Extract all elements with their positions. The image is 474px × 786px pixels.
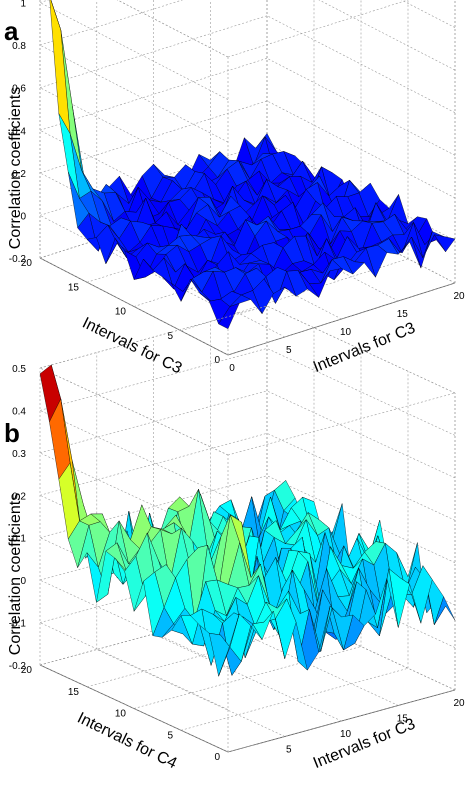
- x-tick-label: 0: [229, 363, 235, 374]
- y-tick-label: 20: [21, 665, 33, 676]
- top-front-edge: [227, 392, 456, 456]
- x-tick-label: 10: [340, 729, 352, 740]
- panel-b-z-axis-label: Correlation coefficients: [7, 493, 24, 655]
- y-tick-label: 0: [214, 752, 220, 763]
- panel-letter-a: a: [4, 16, 19, 46]
- x-tick-label: 5: [286, 745, 292, 756]
- z-gridline-right: [266, 475, 456, 563]
- panel-letter-b: b: [4, 418, 20, 448]
- y-tick-label: 0: [214, 355, 220, 366]
- z-tick-label: 0.5: [12, 364, 26, 375]
- z-tick-label: -0.2: [9, 661, 27, 672]
- z-gridline-left: [116, 0, 229, 58]
- panel-b-surface: [39, 364, 456, 677]
- z-tick-label: 0.4: [12, 126, 26, 137]
- y-gridline-floor: [133, 646, 362, 709]
- z-gridline-back: [39, 475, 268, 538]
- surface-patch: [49, 0, 71, 134]
- y-gridline-floor: [86, 624, 315, 688]
- z-gridline-right: [266, 433, 456, 521]
- z-gridline-left: [39, 367, 229, 456]
- z-gridline-back: [39, 0, 184, 46]
- z-tick-label: -0.1: [9, 619, 27, 630]
- y-tick-label: 15: [68, 687, 80, 698]
- surface-patch: [218, 303, 240, 330]
- z-tick-label: 0: [20, 576, 26, 587]
- x-gridline-floor: [96, 649, 285, 737]
- z-gridline-left: [39, 622, 229, 710]
- z-tick-label: 0.1: [12, 534, 26, 545]
- z-gridline-right: [266, 15, 456, 113]
- y-tick-label: 15: [68, 282, 80, 293]
- surface-patch: [433, 234, 456, 253]
- y-tick-label: 10: [115, 709, 127, 720]
- y-tick-label: 20: [21, 258, 33, 269]
- z-tick-label: -0.2: [9, 254, 27, 265]
- x-tick-label: 10: [340, 327, 352, 338]
- z-tick-label: 0.3: [12, 449, 26, 460]
- panel-b-box-grid: [39, 305, 456, 753]
- z-gridline-left: [39, 579, 229, 668]
- z-gridline-right: [266, 58, 456, 156]
- z-tick-label: 0.2: [12, 491, 26, 502]
- z-gridline-right: [266, 348, 456, 436]
- panel-a-z-axis-label: Correlation coefficients: [7, 87, 24, 249]
- z-tick-label: 1: [20, 0, 26, 10]
- z-tick-label: 0: [20, 211, 26, 222]
- z-gridline-left: [39, 410, 229, 498]
- z-tick-label: 0.4: [12, 406, 26, 417]
- panel-a-surface: [49, 0, 456, 330]
- x-tick-label: 15: [397, 309, 409, 320]
- panel-b: b -0.2 -0.1 0 0.1 0.2 0.3 0.4 0.5 5 10 15 20 0 5 10 15 2…: [4, 305, 465, 773]
- panel-a-ticks: -0.200.20.40.60.811.20510152005101520: [9, 0, 465, 374]
- x-tick-label: 15: [397, 714, 409, 725]
- z-gridline-right: [318, 0, 456, 71]
- panel-a-y-axis-label: Intervals for C3: [79, 315, 184, 378]
- panel-b-x-axis-label: Intervals for C3: [311, 716, 418, 772]
- y-tick-label: 5: [167, 331, 173, 342]
- x-tick-label: 20: [453, 698, 465, 709]
- y-gridline-floor: [227, 689, 456, 753]
- z-gridline-left: [39, 44, 229, 143]
- z-tick-label: 0.6: [12, 84, 26, 95]
- surface-patch: [218, 613, 240, 677]
- z-tick-label: 0.8: [12, 41, 26, 52]
- y-gridline-floor: [180, 668, 409, 731]
- z-tick-label: 0.2: [12, 169, 26, 180]
- y-tick-label: 5: [167, 730, 173, 741]
- x-gridline-floor: [153, 633, 342, 722]
- z-gridline-left: [39, 2, 229, 100]
- z-gridline-left: [39, 664, 229, 753]
- z-gridline-back: [39, 348, 268, 411]
- z-gridline-right: [266, 305, 456, 394]
- panel-b-y-axis-label: Intervals for C4: [74, 710, 179, 773]
- panel-a-x-axis-label: Intervals for C3: [311, 320, 418, 376]
- y-tick-label: 10: [115, 307, 127, 318]
- z-gridline-right: [266, 390, 456, 479]
- panel-b-ticks: -0.2 -0.1 0 0.1 0.2 0.3 0.4 0.5 5 10 15 20 0 5 10 15 20: [9, 364, 465, 763]
- x-tick-label: 20: [453, 291, 465, 302]
- x-tick-label: 5: [286, 345, 292, 356]
- top-front-edge: [227, 0, 409, 58]
- panel-a: a -0.200.20.40.60.811.20510152005101520 …: [4, 0, 465, 377]
- z-gridline-left: [39, 537, 229, 625]
